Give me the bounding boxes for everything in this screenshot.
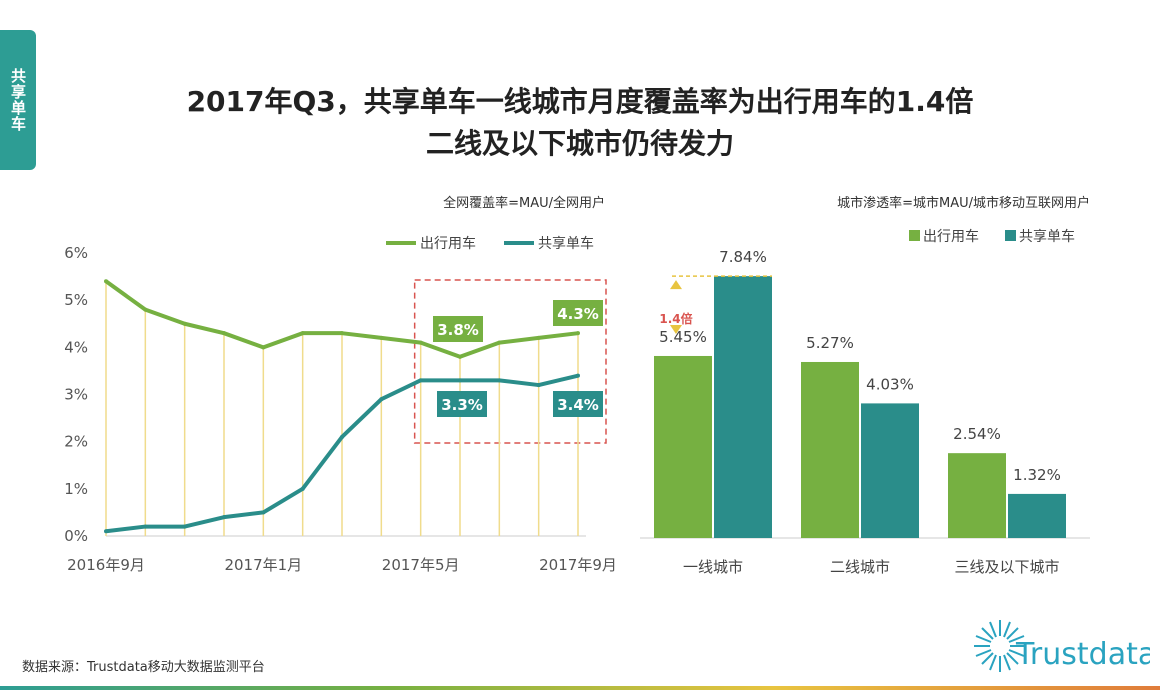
legend-label: 共享单车 [538, 235, 594, 252]
bar-value-label: 1.32% [1013, 466, 1061, 484]
section-tab: 共享单车 [0, 30, 36, 170]
y-tick-label: 5% [64, 291, 88, 309]
bar-出行用车 [654, 355, 712, 538]
data-label: 3.4% [557, 396, 599, 414]
y-tick-label: 2% [64, 433, 88, 451]
x-tick-label: 2017年9月 [539, 556, 617, 574]
x-tick-label: 2017年1月 [224, 556, 302, 574]
data-point-共享单车 [458, 378, 462, 383]
legend-label: 出行用车 [420, 235, 476, 252]
data-point-出行用车 [143, 307, 148, 312]
bar-出行用车 [801, 361, 859, 538]
highlight-box [413, 279, 607, 444]
y-tick-label: 0% [64, 527, 88, 545]
data-point-出行用车 [222, 331, 226, 336]
x-tick-label: 2016年9月 [67, 556, 145, 574]
data-label: 3.3% [441, 396, 483, 414]
data-label-box [437, 391, 487, 417]
data-point-共享单车 [104, 529, 108, 534]
bar-value-label: 4.03% [866, 375, 914, 393]
trustdata-logo: Trustdata [974, 620, 1150, 672]
logo-text: Trustdata [1015, 637, 1150, 672]
legend-label: 出行用车 [923, 228, 979, 245]
data-point-共享单车 [300, 486, 305, 491]
data-label: 4.3% [557, 305, 599, 323]
data-point-共享单车 [576, 373, 580, 378]
annotation-label: 1.4倍 [659, 311, 692, 326]
data-label-box [553, 300, 603, 326]
y-tick-label: 1% [64, 480, 88, 498]
data-point-出行用车 [340, 331, 344, 336]
bar-value-label: 5.27% [806, 334, 854, 352]
data-point-出行用车 [458, 354, 462, 359]
y-tick-label: 6% [64, 244, 88, 262]
bar-出行用车 [948, 453, 1006, 538]
data-point-共享单车 [340, 434, 344, 439]
data-point-共享单车 [143, 524, 148, 529]
bar-value-label: 7.84% [719, 248, 767, 266]
legend-swatch-出行用车 [909, 230, 920, 241]
bottom-color-bar [0, 686, 1160, 690]
legend-label: 共享单车 [1019, 228, 1075, 245]
bar-共享单车 [861, 403, 919, 538]
data-point-共享单车 [222, 515, 226, 520]
line-chart-subtitle: 全网覆盖率=MAU/全网用户 [443, 195, 605, 211]
data-label: 3.8% [437, 321, 479, 339]
chart-title-line1: 2017年Q3，共享单车一线城市月度覆盖率为出行用车的1.4倍 [186, 85, 974, 118]
data-point-共享单车 [182, 524, 187, 529]
data-point-共享单车 [497, 378, 502, 383]
annotation-arrow-up-icon [670, 280, 682, 290]
bar-共享单车 [714, 276, 772, 538]
y-tick-label: 4% [64, 338, 88, 356]
data-label-box [553, 391, 603, 417]
y-tick-label: 3% [64, 386, 88, 404]
annotation-arrow-down-icon [670, 324, 682, 334]
bar-value-label: 5.45% [659, 328, 707, 346]
chart-title-line2: 二线及以下城市仍待发力 [425, 127, 734, 160]
x-tick-label: 2017年5月 [382, 556, 460, 574]
data-point-出行用车 [379, 335, 384, 340]
x-category-label: 一线城市 [683, 558, 743, 576]
data-point-出行用车 [182, 321, 187, 326]
bar-value-label: 2.54% [953, 425, 1001, 443]
data-point-出行用车 [576, 331, 580, 336]
data-point-出行用车 [536, 335, 541, 340]
data-point-共享单车 [379, 397, 384, 402]
x-category-label: 三线及以下城市 [954, 558, 1059, 576]
legend-swatch-共享单车 [1005, 230, 1016, 241]
data-point-出行用车 [497, 340, 502, 345]
sunburst-icon [974, 620, 1026, 672]
data-source-note: 数据来源：Trustdata移动大数据监测平台 [22, 660, 265, 675]
data-label-box [433, 316, 483, 342]
bar-chart-subtitle: 城市渗透率=城市MAU/城市移动互联网用户 [837, 195, 1090, 211]
data-point-出行用车 [261, 345, 266, 350]
data-point-共享单车 [261, 510, 266, 515]
data-point-出行用车 [300, 331, 305, 336]
x-category-label: 二线城市 [830, 558, 890, 576]
data-point-共享单车 [418, 378, 423, 383]
data-point-共享单车 [536, 383, 541, 388]
bar-共享单车 [1008, 493, 1066, 538]
data-point-出行用车 [104, 279, 108, 284]
data-point-出行用车 [418, 340, 423, 345]
